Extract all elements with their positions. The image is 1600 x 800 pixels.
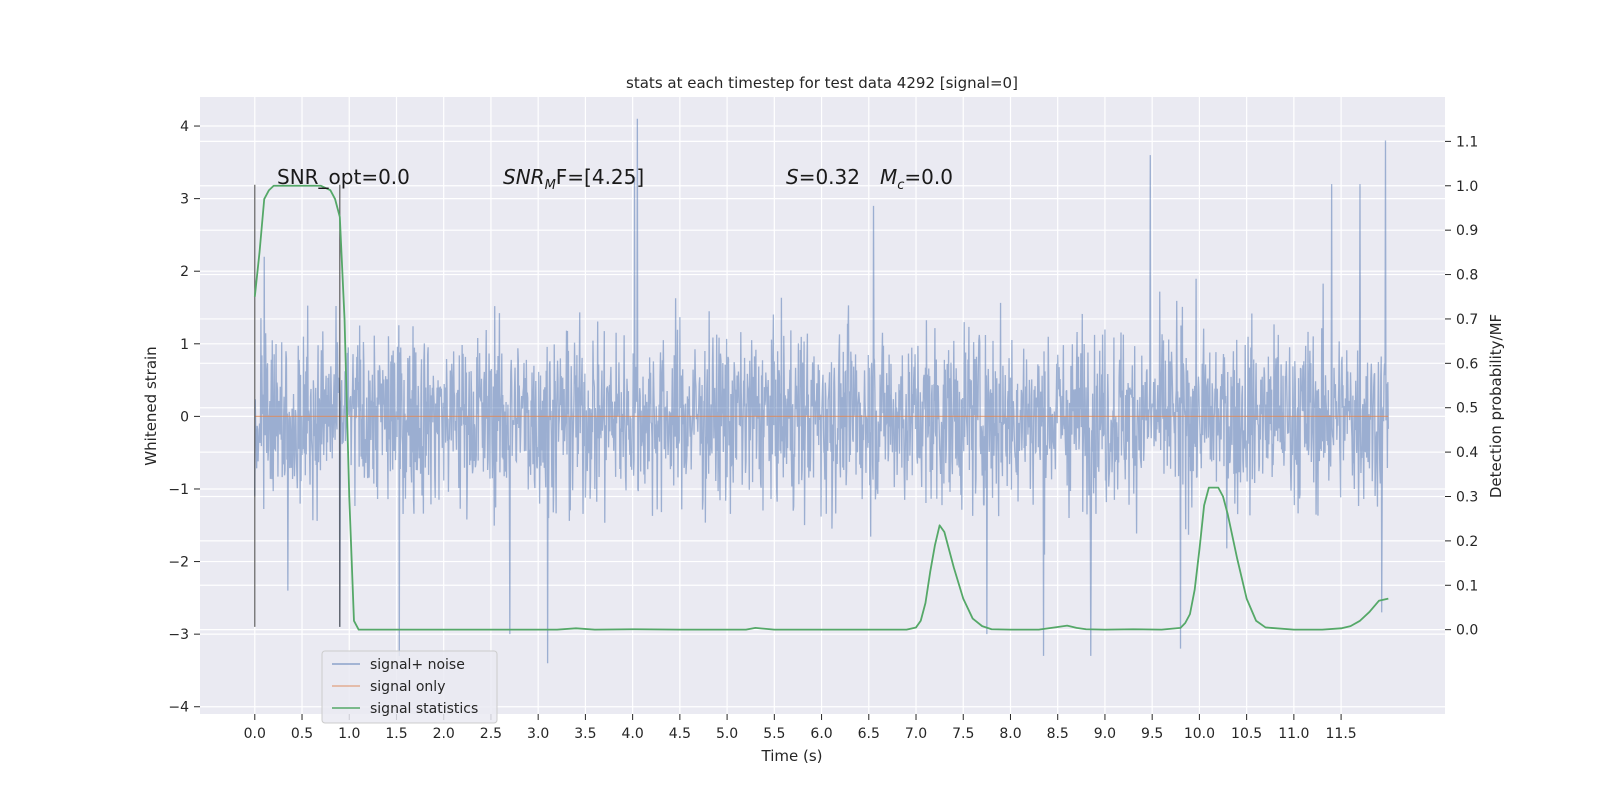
x-tick-label: 6.0 [810, 726, 832, 742]
x-tick-label: 5.0 [716, 726, 738, 742]
legend-box [321, 650, 498, 724]
left-y-tick-label: −1 [168, 482, 189, 498]
right-y-tick-label: 0.3 [1456, 489, 1478, 505]
signal-noise-line [254, 118, 1389, 664]
legend-label-stats: signal statistics [370, 701, 478, 717]
left-y-axis: 4 3 2 1 0 −1 −2 −3 −4 [168, 119, 200, 716]
vertical-markers [254, 184, 341, 627]
left-y-tick-label: −3 [168, 627, 189, 643]
x-tick-label: 8.0 [999, 726, 1021, 742]
x-tick-label: 7.0 [905, 726, 927, 742]
right-y-tick-label: 0.1 [1456, 578, 1478, 594]
x-tick-label: 2.0 [433, 726, 455, 742]
signal-statistics-line [253, 184, 1389, 631]
signal-noise-series [254, 118, 1389, 664]
annotation-snr-opt: SNR_opt=0.0 [277, 165, 410, 189]
signal-statistics-series [253, 184, 1389, 631]
x-tick-label: 3.5 [574, 726, 596, 742]
legend-label-noise: signal+ noise [370, 657, 465, 673]
x-tick-label: 10.5 [1231, 726, 1262, 742]
annotation-s: S=0.32 [786, 165, 860, 189]
x-tick-label: 10.0 [1184, 726, 1215, 742]
annotation-s-symbol: S [786, 165, 799, 189]
right-y-axis: 1.1 1.0 0.9 0.8 0.7 0.6 0.5 0.4 0.3 0.2 0.1 0.0 [1445, 134, 1478, 639]
x-tick-label: 7.5 [952, 726, 974, 742]
chart-title: stats at each timestep for test data 429… [626, 74, 1018, 92]
left-y-tick-label: −4 [168, 700, 189, 716]
x-tick-label: 0.5 [291, 726, 313, 742]
right-y-tick-label: 1.1 [1456, 134, 1478, 150]
y-axis-right-label: Detection probability/MF [1487, 314, 1505, 498]
left-y-tick-label: −2 [168, 555, 189, 571]
x-tick-label: 5.5 [763, 726, 785, 742]
annotation-s-value: =0.32 [799, 165, 860, 189]
left-y-tick-label: 2 [180, 264, 189, 280]
right-y-tick-label: 0.5 [1456, 401, 1478, 417]
left-y-tick-label: 3 [180, 192, 189, 208]
annotation-mc-value: =0.0 [904, 165, 953, 189]
legend-label-signal: signal only [370, 679, 445, 695]
x-tick-label: 9.0 [1094, 726, 1116, 742]
right-y-tick-label: 0.6 [1456, 356, 1478, 372]
x-tick-label: 3.0 [527, 726, 549, 742]
annotation-mc-symbol: M [880, 165, 897, 189]
annotation-snr-mf-subscript: M [545, 178, 556, 193]
x-axis-label: Time (s) [761, 747, 823, 765]
x-tick-label: 11.5 [1326, 726, 1357, 742]
left-y-tick-label: 0 [180, 409, 189, 425]
right-y-tick-label: 1.0 [1456, 179, 1478, 195]
x-axis: 0.0 0.5 1.0 1.5 2.0 2.5 3.0 3.5 4.0 4.5 5.0 5.5 6.0 6… [244, 714, 1357, 742]
left-y-tick-label: 4 [180, 119, 189, 135]
right-y-tick-label: 0.0 [1456, 623, 1478, 639]
right-y-tick-label: 0.8 [1456, 268, 1478, 284]
x-tick-label: 8.5 [1047, 726, 1069, 742]
right-y-tick-label: 0.2 [1456, 534, 1478, 550]
y-axis-label: Whitened strain [142, 346, 160, 465]
annotation-mc-subscript: c [897, 178, 904, 193]
annotation-snr-mf-symbol: SNR [503, 165, 545, 189]
x-tick-label: 6.5 [858, 726, 880, 742]
x-tick-label: 11.0 [1278, 726, 1309, 742]
right-y-tick-label: 0.7 [1456, 312, 1478, 328]
x-tick-label: 4.0 [621, 726, 643, 742]
x-tick-label: 1.0 [338, 726, 360, 742]
left-y-tick-label: 1 [180, 337, 189, 353]
right-y-tick-label: 0.4 [1456, 445, 1478, 461]
annotation-snr-mf-value: F=[4.25] [556, 165, 644, 189]
legend: signal+ noise signal only signal statist… [321, 650, 498, 724]
x-tick-label: 9.5 [1141, 726, 1163, 742]
x-tick-label: 2.5 [480, 726, 502, 742]
x-tick-label: 4.5 [669, 726, 691, 742]
x-tick-label: 0.0 [244, 726, 266, 742]
annotation-mc: Mc=0.0 [880, 165, 953, 193]
right-y-tick-label: 0.9 [1456, 223, 1478, 239]
annotation-snr-mf: SNRMF=[4.25] [503, 165, 644, 193]
x-tick-label: 1.5 [385, 726, 407, 742]
